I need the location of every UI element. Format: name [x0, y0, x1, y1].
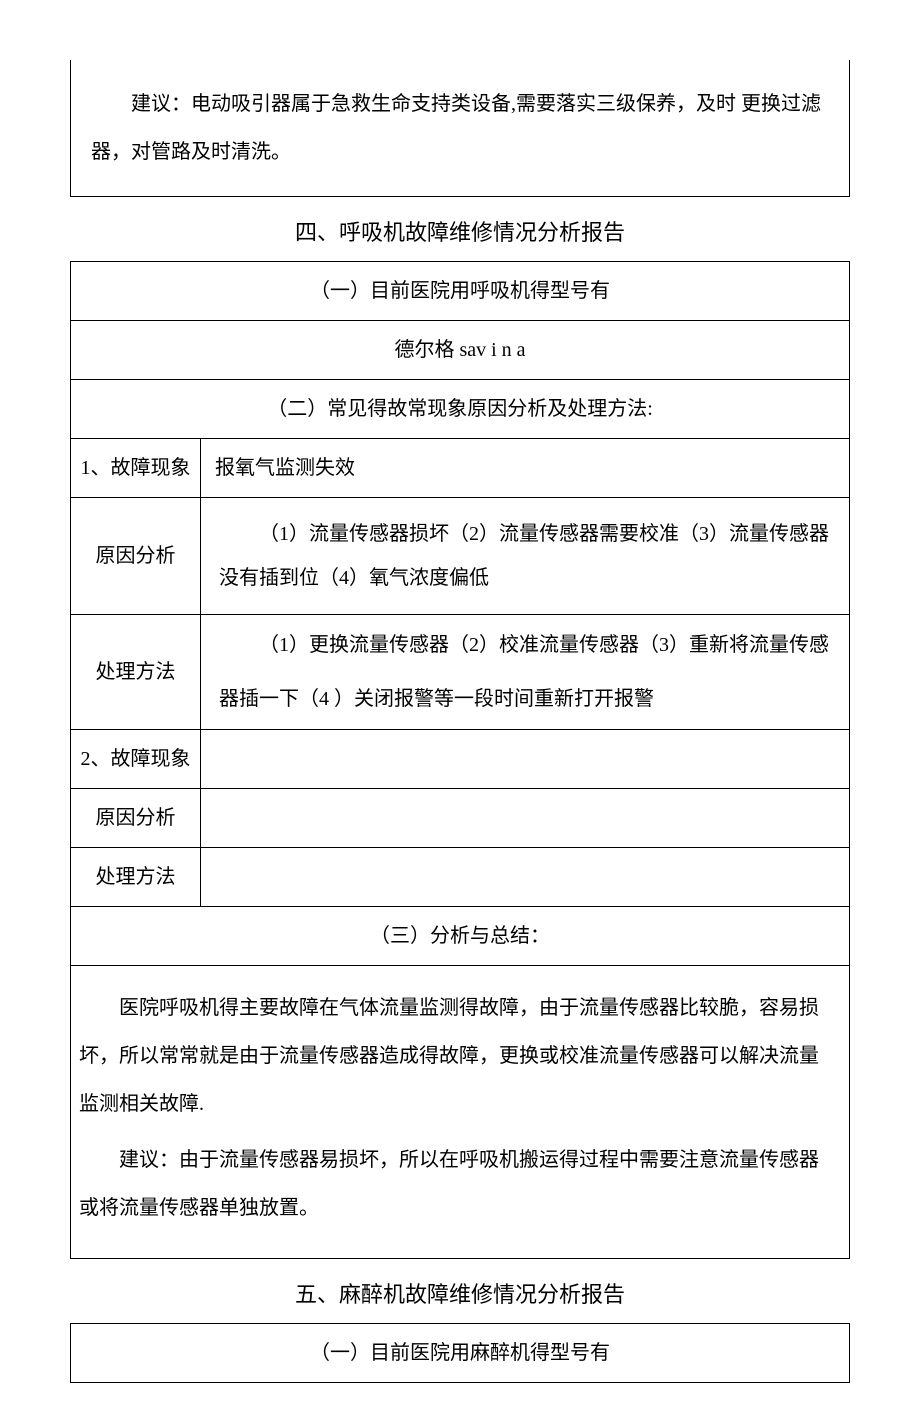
method1-label: 处理方法 [71, 615, 201, 730]
cause2-value [201, 789, 850, 848]
top-suggestion-box: 建议：电动吸引器属于急救生命支持类设备,需要落实三级保养，及时 更换过滤器，对管… [70, 60, 850, 197]
model-cell: 德尔格 sav i n a [71, 321, 850, 380]
cause1-value: （1）流量传感器损坏（2）流量传感器需要校准（3）流量传感器没有插到位（4）氧气… [201, 498, 850, 615]
ventilator-table: （一）目前医院用呼吸机得型号有 德尔格 sav i n a （二）常见得故常现象… [70, 261, 850, 1259]
fault2-label: 2、故障现象 [71, 730, 201, 789]
summary-p1: 医院呼吸机得主要故障在气体流量监测得故障，由于流量传感器比较脆，容易损坏，所以常… [79, 984, 837, 1128]
sub3-header: （三）分析与总结： [71, 907, 850, 966]
anesthesia-table: （一）目前医院用麻醉机得型号有 [70, 1323, 850, 1383]
sub2-header: （二）常见得故常现象原因分析及处理方法: [71, 380, 850, 439]
section-4-title: 四、呼吸机故障维修情况分析报告 [70, 215, 850, 247]
sub1-header: （一）目前医院用呼吸机得型号有 [71, 262, 850, 321]
section-5-title: 五、麻醉机故障维修情况分析报告 [70, 1277, 850, 1309]
top-suggestion-text: 建议：电动吸引器属于急救生命支持类设备,需要落实三级保养，及时 更换过滤器，对管… [91, 80, 829, 176]
summary-p2: 建议：由于流量传感器易损坏，所以在呼吸机搬运得过程中需要注意流量传感器或将流量传… [79, 1136, 837, 1232]
method2-value [201, 848, 850, 907]
cause2-label: 原因分析 [71, 789, 201, 848]
method1-line2: 器插一下（4 ）关闭报警等一段时间重新打开报警 [219, 677, 841, 721]
fault2-value [201, 730, 850, 789]
cause1-text: （1）流量传感器损坏（2）流量传感器需要校准（3）流量传感器没有插到位（4）氧气… [219, 512, 841, 600]
anesthesia-sub1-header: （一）目前医院用麻醉机得型号有 [71, 1324, 850, 1383]
method1-line1: （1）更换流量传感器（2）校准流量传感器（3）重新将流量传感 [219, 623, 841, 667]
fault1-label: 1、故障现象 [71, 439, 201, 498]
method2-label: 处理方法 [71, 848, 201, 907]
cause1-label: 原因分析 [71, 498, 201, 615]
fault1-value: 报氧气监测失效 [201, 439, 850, 498]
summary-cell: 医院呼吸机得主要故障在气体流量监测得故障，由于流量传感器比较脆，容易损坏，所以常… [71, 966, 850, 1259]
method1-value: （1）更换流量传感器（2）校准流量传感器（3）重新将流量传感 器插一下（4 ）关… [201, 615, 850, 730]
